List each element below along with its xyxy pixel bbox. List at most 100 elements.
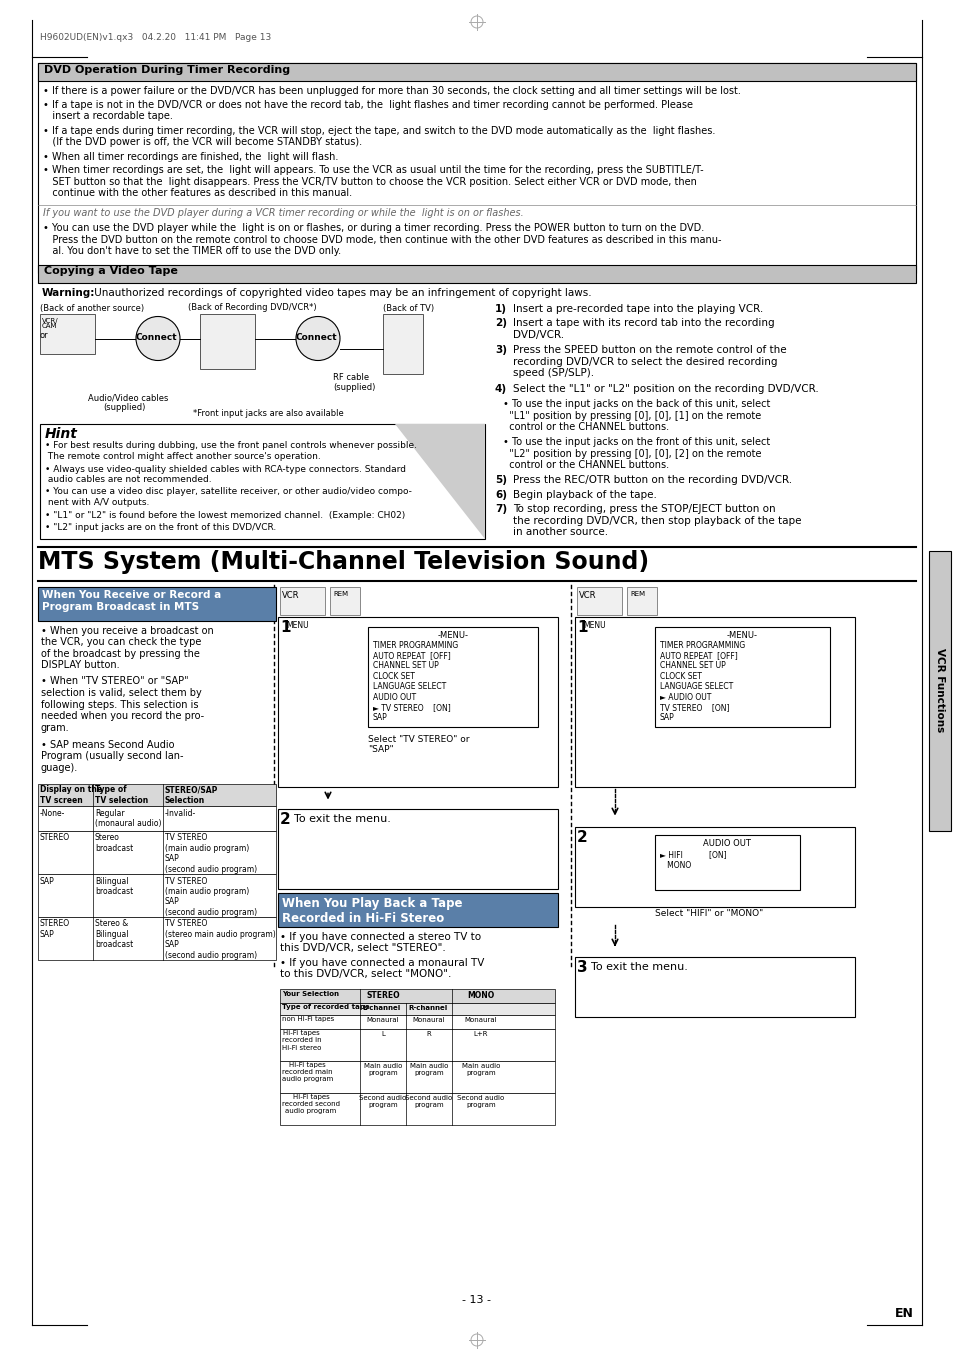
Text: ► HIFI           [ON]: ► HIFI [ON] xyxy=(659,851,726,859)
Text: To stop recording, press the STOP/EJECT button on
the recording DVD/VCR, then st: To stop recording, press the STOP/EJECT … xyxy=(513,504,801,538)
Text: Audio/Video cables: Audio/Video cables xyxy=(88,393,168,403)
Bar xyxy=(38,805,275,831)
Text: AUDIO OUT: AUDIO OUT xyxy=(702,839,750,847)
Bar xyxy=(575,957,854,1016)
Bar xyxy=(280,1002,555,1015)
Text: H9602UD(EN)v1.qx3   04.2.20   11:41 PM   Page 13: H9602UD(EN)v1.qx3 04.2.20 11:41 PM Page … xyxy=(40,32,271,42)
Text: Press the SPEED button on the remote control of the
recording DVD/VCR to select : Press the SPEED button on the remote con… xyxy=(513,345,786,378)
Text: Select the "L1" or "L2" position on the recording DVD/VCR.: Select the "L1" or "L2" position on the … xyxy=(513,385,818,394)
Text: Insert a tape with its record tab into the recording
DVD/VCR.: Insert a tape with its record tab into t… xyxy=(513,317,774,339)
Text: L: L xyxy=(380,1031,384,1036)
Text: CAM: CAM xyxy=(42,323,57,330)
Text: Hi-Fi tapes
recorded main
audio program: Hi-Fi tapes recorded main audio program xyxy=(282,1062,333,1082)
Circle shape xyxy=(295,316,339,361)
Text: • When timer recordings are set, the  light will appears. To use the VCR as usua: • When timer recordings are set, the lig… xyxy=(43,165,703,199)
Bar xyxy=(38,586,275,620)
Text: Main audio
program: Main audio program xyxy=(410,1062,448,1075)
Text: • To use the input jacks on the front of this unit, select
  "L2" position by pr: • To use the input jacks on the front of… xyxy=(502,436,769,470)
Text: • "L2" input jacks are on the front of this DVD/VCR.: • "L2" input jacks are on the front of t… xyxy=(45,523,276,531)
Text: STEREO: STEREO xyxy=(366,990,399,1000)
Text: Select "HIFI" or "MONO": Select "HIFI" or "MONO" xyxy=(655,909,762,919)
Text: DVD Operation During Timer Recording: DVD Operation During Timer Recording xyxy=(44,65,290,76)
Bar xyxy=(38,831,275,874)
Text: RF cable: RF cable xyxy=(333,373,369,382)
Text: • You can use a video disc player, satellite receiver, or other audio/video comp: • You can use a video disc player, satel… xyxy=(45,488,412,507)
Bar xyxy=(40,423,484,539)
Text: Warning:: Warning: xyxy=(42,289,95,299)
Text: TIMER PROGRAMMING
AUTO REPEAT  [OFF]
CHANNEL SET UP
CLOCK SET
LANGUAGE SELECT
► : TIMER PROGRAMMING AUTO REPEAT [OFF] CHAN… xyxy=(659,640,744,723)
Text: SAP: SAP xyxy=(40,877,54,885)
Text: STEREO
SAP: STEREO SAP xyxy=(40,920,71,939)
Bar xyxy=(280,586,325,615)
Text: non Hi-Fi tapes: non Hi-Fi tapes xyxy=(282,1016,334,1023)
Text: 7): 7) xyxy=(495,504,507,513)
Text: (Back of another source): (Back of another source) xyxy=(40,304,144,312)
Bar xyxy=(280,1028,555,1061)
Text: Stereo
broadcast: Stereo broadcast xyxy=(95,834,133,852)
Bar xyxy=(626,586,657,615)
Text: • To use the input jacks on the back of this unit, select
  "L1" position by pre: • To use the input jacks on the back of … xyxy=(502,399,770,432)
Text: 4): 4) xyxy=(495,385,507,394)
Text: Begin playback of the tape.: Begin playback of the tape. xyxy=(513,489,657,500)
Bar xyxy=(928,550,950,831)
Bar xyxy=(280,1015,555,1028)
Text: • SAP means Second Audio
Program (usually second lan-
guage).: • SAP means Second Audio Program (usuall… xyxy=(41,739,183,773)
Text: 6): 6) xyxy=(495,489,506,500)
Text: (supplied): (supplied) xyxy=(333,384,375,393)
Text: Type of recorded tape: Type of recorded tape xyxy=(282,1005,369,1011)
Text: -None-: -None- xyxy=(40,808,66,817)
Text: Second audio
program: Second audio program xyxy=(359,1094,406,1108)
Text: If you want to use the DVD player during a VCR timer recording or while the  lig: If you want to use the DVD player during… xyxy=(43,208,523,219)
Text: To exit the menu.: To exit the menu. xyxy=(294,813,391,824)
Text: TV STEREO
(main audio program)
SAP
(second audio program): TV STEREO (main audio program) SAP (seco… xyxy=(165,877,257,917)
Bar xyxy=(277,808,558,889)
Text: VCR: VCR xyxy=(282,590,299,600)
Text: TIMER PROGRAMMING
AUTO REPEAT  [OFF]
CHANNEL SET UP
CLOCK SET
LANGUAGE SELECT
AU: TIMER PROGRAMMING AUTO REPEAT [OFF] CHAN… xyxy=(373,640,457,723)
Text: Stereo &
Bilingual
broadcast: Stereo & Bilingual broadcast xyxy=(95,920,133,950)
Bar xyxy=(277,893,558,927)
Text: Select "TV STEREO" or
"SAP": Select "TV STEREO" or "SAP" xyxy=(368,735,469,754)
Bar xyxy=(655,835,800,889)
Text: Hint: Hint xyxy=(45,427,78,442)
Bar xyxy=(38,265,915,282)
Text: Hi-Fi tapes
recorded second
audio program: Hi-Fi tapes recorded second audio progra… xyxy=(282,1094,339,1115)
Text: • When you receive a broadcast on
the VCR, you can check the type
of the broadca: • When you receive a broadcast on the VC… xyxy=(41,626,213,670)
Text: MENU: MENU xyxy=(286,621,309,631)
Bar xyxy=(655,627,829,727)
Text: Connect: Connect xyxy=(295,334,337,343)
Text: Monaural: Monaural xyxy=(366,1016,399,1023)
Text: Display on the
TV screen: Display on the TV screen xyxy=(40,785,102,805)
Text: Press the REC/OTR button on the recording DVD/VCR.: Press the REC/OTR button on the recordin… xyxy=(513,476,791,485)
Text: • If there is a power failure or the DVD/VCR has been unplugged for more than 30: • If there is a power failure or the DVD… xyxy=(43,86,740,96)
Text: • "L1" or "L2" is found before the lowest memorized channel.  (Example: CH02): • "L1" or "L2" is found before the lowes… xyxy=(45,511,405,520)
Text: MONO: MONO xyxy=(659,861,691,870)
Text: Regular
(monaural audio): Regular (monaural audio) xyxy=(95,808,161,828)
Text: Second audio
program: Second audio program xyxy=(405,1094,452,1108)
Text: • You can use the DVD player while the  light is on or flashes, or during a time: • You can use the DVD player while the l… xyxy=(43,223,720,257)
Text: Insert a pre-recorded tape into the playing VCR.: Insert a pre-recorded tape into the play… xyxy=(513,304,762,313)
Bar xyxy=(38,916,275,959)
Text: VCR Functions: VCR Functions xyxy=(934,648,944,732)
Text: VCR/: VCR/ xyxy=(42,317,58,323)
Text: • If a tape ends during timer recording, the VCR will stop, eject the tape, and : • If a tape ends during timer recording,… xyxy=(43,126,715,147)
Text: TV STEREO
(main audio program)
SAP
(second audio program): TV STEREO (main audio program) SAP (seco… xyxy=(165,834,257,874)
Text: or: or xyxy=(40,331,49,340)
Bar xyxy=(382,313,422,373)
Text: 3: 3 xyxy=(577,959,587,974)
Text: Main audio
program: Main audio program xyxy=(363,1062,402,1075)
Text: • Always use video-quality shielded cables with RCA-type connectors. Standard
 a: • Always use video-quality shielded cabl… xyxy=(45,465,406,484)
Text: MONO: MONO xyxy=(467,990,494,1000)
Text: 2: 2 xyxy=(577,830,587,844)
Text: 2: 2 xyxy=(280,812,291,827)
Text: 1: 1 xyxy=(280,620,291,635)
Text: VCR: VCR xyxy=(578,590,596,600)
Bar xyxy=(277,616,558,786)
Text: Type of
TV selection: Type of TV selection xyxy=(95,785,148,805)
Text: Your Selection: Your Selection xyxy=(282,990,338,997)
Bar xyxy=(38,63,915,81)
Bar xyxy=(577,586,621,615)
Text: *Front input jacks are also available: *Front input jacks are also available xyxy=(193,408,343,417)
Bar xyxy=(575,616,854,786)
Bar xyxy=(38,63,915,273)
Text: STEREO/SAP
Selection: STEREO/SAP Selection xyxy=(165,785,218,805)
